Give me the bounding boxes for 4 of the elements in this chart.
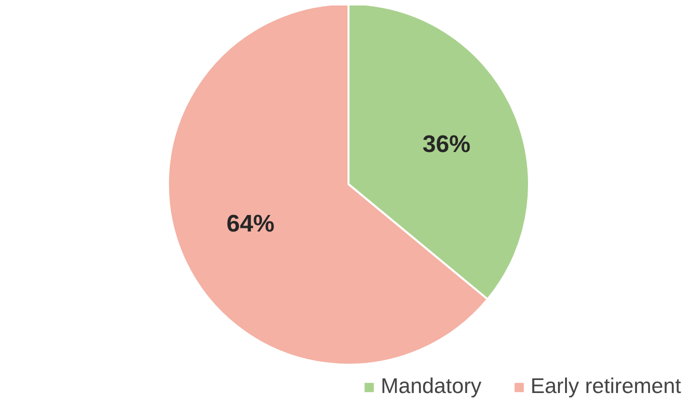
- legend-label: Early retirement: [530, 374, 681, 399]
- data-label: 64%: [226, 210, 275, 238]
- data-label: 36%: [422, 130, 471, 158]
- legend-label: Mandatory: [380, 374, 482, 399]
